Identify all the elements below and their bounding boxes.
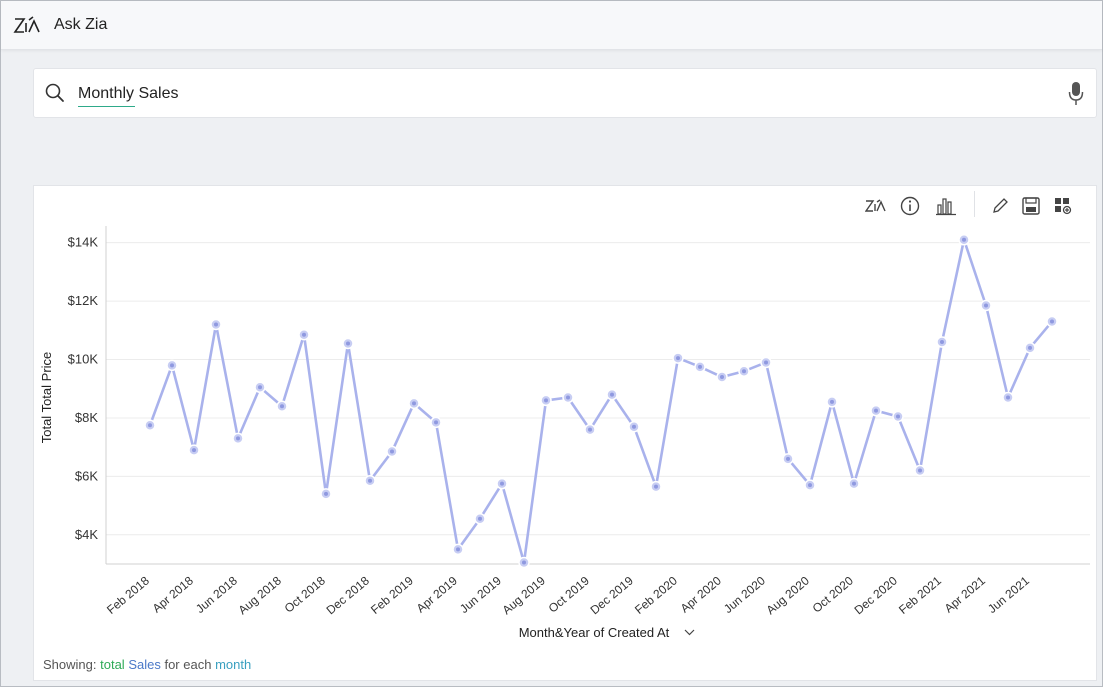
data-point-core bbox=[544, 398, 548, 403]
data-point-core bbox=[588, 427, 592, 432]
data-point-core bbox=[478, 516, 482, 521]
x-tick-label: Dec 2018 bbox=[324, 573, 373, 617]
data-point-core bbox=[148, 423, 152, 428]
data-point-core bbox=[918, 468, 922, 473]
x-tick-label: Dec 2020 bbox=[852, 573, 901, 617]
x-tick-label: Feb 2020 bbox=[632, 573, 680, 617]
search-bar[interactable]: Monthly Sales bbox=[33, 68, 1097, 118]
data-point-core bbox=[412, 401, 416, 406]
data-point-core bbox=[874, 408, 878, 413]
aggregate-token[interactable]: total bbox=[100, 657, 125, 672]
data-point-core bbox=[676, 356, 680, 361]
bar-chart-icon[interactable] bbox=[935, 195, 957, 217]
search-query[interactable]: Monthly Sales bbox=[78, 85, 179, 102]
data-point-core bbox=[1050, 319, 1054, 324]
series-line bbox=[148, 238, 1053, 564]
for-each-text: for each bbox=[164, 657, 212, 672]
data-point-core bbox=[390, 449, 394, 454]
x-tick-label: Aug 2019 bbox=[500, 573, 549, 617]
data-point-core bbox=[456, 547, 460, 552]
y-tick-label: $12K bbox=[68, 293, 99, 308]
data-point-core bbox=[258, 385, 262, 390]
x-axis-title: Month&Year of Created At bbox=[519, 625, 670, 640]
data-point-core bbox=[500, 481, 504, 486]
info-icon[interactable] bbox=[899, 195, 921, 217]
measure-token[interactable]: Sales bbox=[128, 657, 161, 672]
data-point-core bbox=[632, 424, 636, 429]
add-to-dashboard-icon[interactable] bbox=[1052, 195, 1074, 217]
data-point-core bbox=[236, 436, 240, 441]
chart-panel: $4K $6K $8K $10K $12K $14K Feb 2018 Apr 2018 Jun… bbox=[33, 185, 1097, 681]
data-point-core bbox=[522, 560, 526, 565]
data-point-core bbox=[1006, 395, 1010, 400]
data-point-core bbox=[984, 303, 988, 308]
x-tick-label: Jun 2018 bbox=[193, 573, 240, 616]
app-header: Ask Zia bbox=[1, 1, 1102, 50]
data-point-core bbox=[346, 341, 350, 346]
data-point-core bbox=[434, 420, 438, 425]
x-tick-label: Feb 2018 bbox=[104, 573, 152, 617]
data-point-core bbox=[280, 404, 284, 409]
x-tick-label: Apr 2018 bbox=[150, 573, 197, 615]
data-point-core bbox=[192, 448, 196, 453]
microphone-icon[interactable] bbox=[1068, 81, 1084, 107]
app-title: Ask Zia bbox=[54, 16, 108, 33]
data-point-core bbox=[698, 364, 702, 369]
data-point-core bbox=[170, 363, 174, 368]
data-point-core bbox=[324, 491, 328, 496]
data-point-core bbox=[654, 484, 658, 489]
x-tick-label: Oct 2018 bbox=[282, 573, 329, 615]
y-tick-label: $6K bbox=[75, 468, 98, 483]
x-tick-label: Aug 2020 bbox=[764, 573, 813, 617]
toolbar-separator bbox=[974, 191, 975, 217]
y-tick-label: $8K bbox=[75, 410, 98, 425]
search-icon bbox=[45, 83, 64, 102]
y-tick-label: $10K bbox=[68, 352, 99, 367]
x-tick-label: Oct 2020 bbox=[810, 573, 857, 615]
data-point-core bbox=[808, 483, 812, 488]
save-icon[interactable] bbox=[1020, 195, 1042, 217]
showing-label: Showing: bbox=[43, 657, 97, 672]
zia-icon[interactable] bbox=[865, 195, 887, 217]
y-tick-label: $4K bbox=[75, 527, 98, 542]
data-point-core bbox=[764, 360, 768, 365]
y-tick-label: $14K bbox=[68, 235, 99, 250]
data-point-core bbox=[302, 332, 306, 337]
edit-icon[interactable] bbox=[989, 195, 1011, 217]
data-point-core bbox=[852, 481, 856, 486]
x-tick-label: Apr 2019 bbox=[414, 573, 461, 615]
query-underline bbox=[78, 106, 135, 107]
y-axis-title: Total Total Price bbox=[39, 352, 54, 444]
zia-logo-icon bbox=[13, 16, 40, 33]
x-tick-label: Feb 2019 bbox=[368, 573, 416, 617]
data-point-core bbox=[1028, 345, 1032, 350]
dimension-token[interactable]: month bbox=[215, 657, 252, 672]
data-point-core bbox=[566, 395, 570, 400]
x-tick-label: Oct 2019 bbox=[546, 573, 593, 615]
data-point-core bbox=[368, 478, 372, 483]
x-tick-label: Aug 2018 bbox=[236, 573, 285, 617]
data-point-core bbox=[720, 375, 724, 380]
data-point-core bbox=[830, 399, 834, 404]
x-tick-label: Jun 2020 bbox=[721, 573, 768, 616]
data-point-core bbox=[962, 237, 966, 242]
chevron-down-icon[interactable] bbox=[684, 629, 695, 636]
x-tick-label: Jun 2021 bbox=[985, 573, 1032, 616]
data-point-core bbox=[214, 322, 218, 327]
x-tick-label: Apr 2020 bbox=[678, 573, 725, 615]
data-point-core bbox=[896, 414, 900, 419]
data-point-core bbox=[940, 340, 944, 344]
data-point-core bbox=[786, 456, 790, 461]
data-point-core bbox=[610, 392, 614, 397]
x-tick-label: Jun 2019 bbox=[457, 573, 504, 616]
x-tick-label: Dec 2019 bbox=[588, 573, 637, 617]
data-point-core bbox=[742, 369, 746, 374]
x-tick-label: Feb 2021 bbox=[896, 573, 944, 617]
x-tick-label: Apr 2021 bbox=[942, 573, 989, 615]
showing-summary: Showing: total Sales for each month bbox=[43, 657, 251, 672]
